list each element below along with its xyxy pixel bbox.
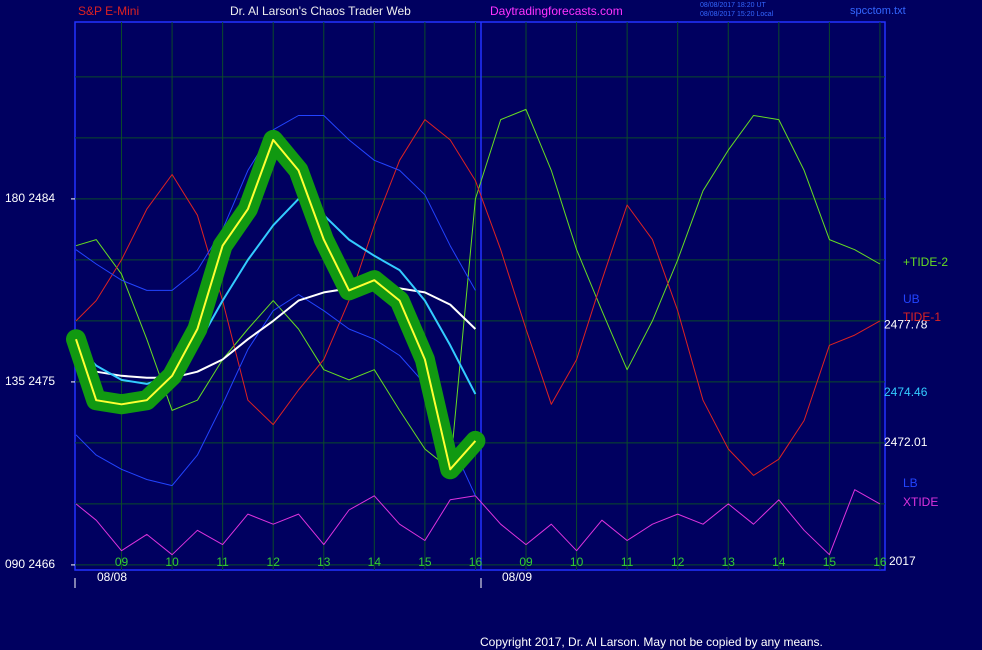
plot-frame — [74, 21, 886, 571]
legend-entry: UB — [903, 292, 920, 306]
file-name: spcctom.txt — [850, 5, 906, 17]
x-tick-label: 10 — [570, 555, 584, 569]
price-label: 2477.78 — [884, 318, 928, 332]
series-line — [75, 115, 476, 291]
date-label: 08/08 — [97, 570, 127, 584]
timestamp: 08/08/2017 18:20 UT — [700, 2, 766, 9]
x-tick-label: 10 — [165, 555, 179, 569]
legend-entry: XTIDE — [903, 495, 938, 509]
x-tick-label: 09 — [519, 555, 533, 569]
series-line — [75, 294, 476, 497]
x-tick-label: 16 — [873, 555, 887, 569]
chart-title: S&P E-Mini — [78, 4, 139, 18]
year-label: 2017 — [889, 554, 916, 568]
x-tick-label: 11 — [216, 555, 229, 569]
x-tick-label: 16 — [469, 555, 483, 569]
y-tick-label: 090 2466 — [5, 557, 55, 571]
y-tick-label: 135 2475 — [5, 374, 55, 388]
x-tick-label: 13 — [722, 555, 736, 569]
date-label: 08/09 — [502, 570, 532, 584]
legend-entry: LB — [903, 476, 918, 490]
copyright: Copyright 2017, Dr. Al Larson. May not b… — [480, 635, 823, 649]
y-tick-label: 180 2484 — [5, 191, 55, 205]
header-center: Dr. Al Larson's Chaos Trader Web — [230, 4, 411, 18]
x-tick-label: 12 — [267, 555, 281, 569]
x-tick-label: 15 — [418, 555, 432, 569]
price-label: 2472.01 — [884, 435, 928, 449]
x-tick-label: 11 — [621, 555, 634, 569]
x-tick-label: 12 — [671, 555, 685, 569]
x-tick-label: 13 — [317, 555, 331, 569]
timestamp: 08/08/2017 15:20 Local — [700, 11, 774, 18]
series-line — [75, 287, 477, 379]
legend-entry: +TIDE-2 — [903, 255, 948, 269]
header-site: Daytradingforecasts.com — [490, 4, 623, 18]
series-line — [75, 108, 881, 470]
x-tick-label: 14 — [368, 555, 382, 569]
x-tick-label: 09 — [115, 555, 129, 569]
x-tick-label: 15 — [823, 555, 837, 569]
series-line — [75, 119, 881, 476]
legend-entry: TIDE-1 — [903, 310, 941, 324]
x-tick-label: 14 — [772, 555, 786, 569]
series-line — [75, 138, 477, 471]
price-label: 2474.46 — [884, 385, 928, 399]
series-line — [75, 197, 477, 395]
